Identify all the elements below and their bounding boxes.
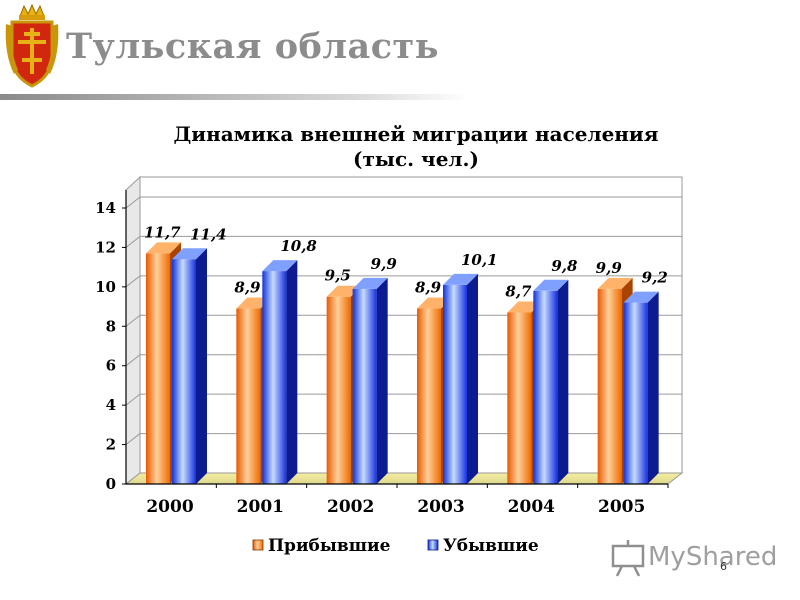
- gridlines: [125, 196, 682, 445]
- watermark: MyShared 6: [608, 538, 800, 600]
- presentation-icon: [611, 540, 645, 577]
- bar-departures-2000: [172, 248, 207, 484]
- data-label: 10,8: [280, 237, 317, 255]
- bar-departures-2005: [623, 291, 659, 484]
- x-tick-label: 2000: [146, 497, 193, 517]
- legend: Прибывшие Убывшие: [252, 536, 539, 556]
- y-axis: 0 2 4 6 8 10 12 14: [95, 190, 127, 493]
- chart-title: Динамика внешней миграции населения: [173, 122, 658, 146]
- x-tick-label: 2005: [598, 497, 645, 517]
- data-label: 9,2: [642, 269, 668, 287]
- watermark-text: MyShared: [648, 542, 778, 572]
- bar-departures-2001: [262, 260, 298, 484]
- chart-subtitle: (тыс. чел.): [353, 147, 479, 171]
- data-label: 8,9: [234, 279, 261, 297]
- bar-departures-2003: [443, 273, 478, 484]
- data-label: 9,9: [371, 255, 398, 273]
- header-divider: [0, 94, 470, 100]
- legend-label-arrivals: Прибывшие: [268, 536, 391, 556]
- x-axis: 2000 2001 2002 2003 2004 2005: [126, 483, 669, 517]
- data-label: 11,7: [144, 223, 181, 241]
- x-tick-label: 2001: [237, 497, 284, 517]
- x-tick-label: 2004: [508, 497, 555, 517]
- y-tick-label: 2: [106, 436, 116, 454]
- y-tick-label: 0: [106, 475, 116, 493]
- page-number: 6: [720, 560, 727, 573]
- gridline-side: [125, 196, 141, 209]
- gridline-side: [125, 275, 141, 288]
- data-label: 9,5: [325, 267, 351, 285]
- y-tick-label: 6: [106, 357, 116, 375]
- y-tick-label: 14: [95, 199, 116, 217]
- legend-label-departures: Убывшие: [443, 536, 539, 556]
- bar-departures-2002: [352, 277, 388, 484]
- data-label: 11,4: [190, 225, 227, 243]
- region-title: Тульская область: [66, 26, 439, 67]
- y-tick-label: 8: [106, 317, 116, 335]
- data-label: 10,1: [461, 251, 498, 269]
- y-tick-label: 4: [106, 396, 116, 414]
- bars: [146, 242, 659, 484]
- gridline-side: [125, 393, 141, 406]
- x-tick-label: 2002: [327, 497, 374, 517]
- gridline-side: [125, 314, 141, 327]
- y-tick-label: 10: [95, 278, 116, 296]
- data-label: 8,7: [505, 282, 532, 300]
- data-labels: 11,7 11,4 8,9 10,8 9,5 9,9 8,9 10,1 8,7 9,8 9,9 9,2: [144, 223, 668, 300]
- gridline-side: [125, 433, 141, 445]
- coat-of-arms-icon: [5, 4, 59, 88]
- data-label: 9,9: [596, 259, 623, 277]
- gridline-side: [125, 236, 141, 248]
- y-tick-label: 12: [95, 238, 116, 256]
- bar-departures-2004: [533, 279, 569, 484]
- legend-swatch-arrivals: [252, 539, 264, 551]
- data-label: 8,9: [415, 279, 442, 297]
- x-tick-label: 2003: [417, 497, 464, 517]
- slide-header: Тульская область: [0, 0, 800, 100]
- gridline-side: [125, 354, 141, 367]
- legend-swatch-departures: [427, 539, 439, 551]
- data-label: 9,8: [551, 257, 578, 275]
